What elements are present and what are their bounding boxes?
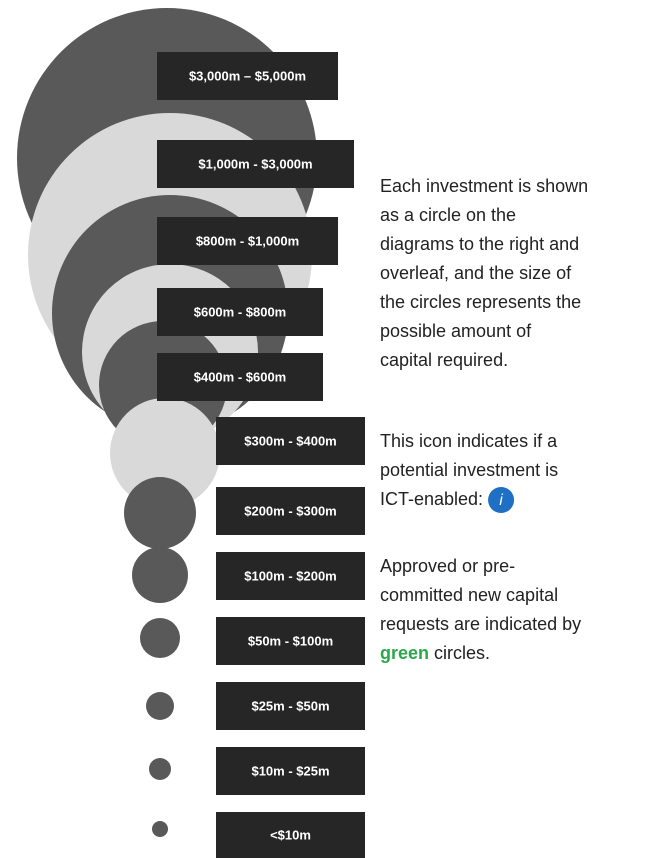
range-box: [157, 140, 354, 188]
ict-icon: [488, 487, 515, 513]
range-label: $25m - $50m: [251, 698, 329, 713]
range-box: [216, 747, 365, 795]
note-line: Approved or pre-: [380, 556, 515, 576]
ict-icon-letter: i: [499, 492, 503, 509]
range-label: $1,000m - $3,000m: [198, 156, 312, 171]
range-label: $10m - $25m: [251, 763, 329, 778]
range-box: [216, 812, 365, 858]
range-label: $3,000m – $5,000m: [189, 68, 306, 83]
note-line: committed new capital: [380, 585, 558, 605]
range-box: [216, 617, 365, 665]
green-word: green: [380, 643, 429, 663]
range-label: $300m - $400m: [244, 433, 337, 448]
circle: [110, 398, 220, 508]
note-line: diagrams to the right and: [380, 234, 579, 254]
note-line: This icon indicates if a: [380, 431, 558, 451]
range-box: [157, 353, 323, 401]
note-line: potential investment is: [380, 460, 558, 480]
range-label: $600m - $800m: [194, 304, 287, 319]
circle: [140, 618, 180, 658]
green-tail: circles.: [434, 643, 490, 663]
note-line: capital required.: [380, 350, 508, 370]
range-box: [157, 217, 338, 265]
note-line: the circles represents the: [380, 292, 581, 312]
range-label: $100m - $200m: [244, 568, 337, 583]
circle: [149, 758, 171, 780]
range-label: $400m - $600m: [194, 369, 287, 384]
range-label: $800m - $1,000m: [196, 233, 299, 248]
circle: [152, 821, 168, 837]
note-line: overleaf, and the size of: [380, 263, 572, 283]
note-line: Each investment is shown: [380, 176, 588, 196]
note-line: possible amount of: [380, 321, 532, 341]
range-label: <$10m: [270, 827, 311, 842]
range-box: [216, 552, 365, 600]
note-line: ICT-enabled:: [380, 489, 483, 509]
circle: [146, 692, 174, 720]
range-label: $50m - $100m: [248, 633, 333, 648]
range-box: [216, 487, 365, 535]
circle: [132, 547, 188, 603]
circle: [124, 477, 196, 549]
notes: Each investment is shown as a circle on t…: [380, 176, 588, 663]
note-line: requests are indicated by: [380, 614, 581, 634]
range-box: [216, 417, 365, 465]
range-label: $200m - $300m: [244, 503, 337, 518]
range-labels: $3,000m – $5,000m $1,000m - $3,000m $800m …: [157, 52, 365, 858]
range-box: [157, 52, 338, 100]
note-line: as a circle on the: [380, 205, 516, 225]
range-box: [157, 288, 323, 336]
range-box: [216, 682, 365, 730]
